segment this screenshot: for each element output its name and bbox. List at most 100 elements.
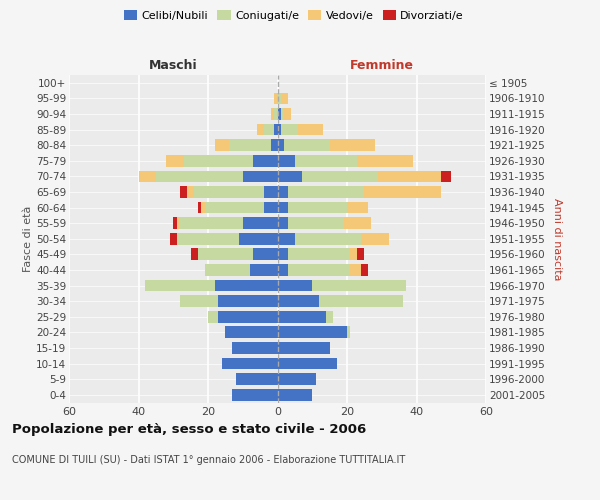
Bar	[281, 124, 298, 136]
Bar	[288, 264, 350, 276]
Bar	[263, 124, 274, 136]
Bar	[232, 389, 277, 400]
Bar	[350, 264, 361, 276]
Bar	[277, 389, 312, 400]
Bar	[274, 124, 277, 136]
Bar	[243, 218, 277, 229]
Bar	[250, 264, 277, 276]
Bar	[253, 155, 277, 166]
Bar	[350, 248, 358, 260]
Text: COMUNE DI TUILI (SU) - Dati ISTAT 1° gennaio 2006 - Elaborazione TUTTITALIA.IT: COMUNE DI TUILI (SU) - Dati ISTAT 1° gen…	[12, 455, 405, 465]
Bar	[441, 170, 451, 182]
Bar	[218, 311, 277, 322]
Bar	[277, 140, 284, 151]
Bar	[226, 326, 277, 338]
Bar	[288, 218, 344, 229]
Bar	[277, 170, 302, 182]
Bar	[347, 326, 350, 338]
Bar	[243, 170, 277, 182]
Bar	[194, 186, 263, 198]
Bar	[358, 155, 413, 166]
Bar	[139, 170, 156, 182]
Bar	[284, 108, 292, 120]
Bar	[263, 186, 277, 198]
Bar	[180, 218, 243, 229]
Bar	[295, 155, 358, 166]
Bar	[274, 108, 277, 120]
Bar	[312, 280, 406, 291]
Bar	[277, 326, 347, 338]
Bar	[329, 140, 375, 151]
Text: Maschi: Maschi	[149, 60, 197, 72]
Bar	[156, 170, 243, 182]
Bar	[347, 202, 368, 213]
Bar	[302, 170, 378, 182]
Bar	[277, 233, 295, 244]
Bar	[277, 248, 288, 260]
Bar	[284, 140, 329, 151]
Y-axis label: Anni di nascita: Anni di nascita	[552, 198, 562, 280]
Bar	[180, 186, 187, 198]
Bar	[288, 202, 347, 213]
Bar	[215, 280, 277, 291]
Bar	[277, 342, 329, 354]
Bar	[319, 296, 403, 307]
Bar	[208, 311, 218, 322]
Bar	[173, 218, 177, 229]
Text: Popolazione per età, sesso e stato civile - 2006: Popolazione per età, sesso e stato civil…	[12, 422, 366, 436]
Bar	[180, 296, 218, 307]
Bar	[201, 202, 205, 213]
Bar	[277, 296, 319, 307]
Bar	[361, 264, 368, 276]
Bar	[271, 108, 274, 120]
Bar	[277, 374, 316, 385]
Bar	[326, 311, 333, 322]
Bar	[277, 264, 288, 276]
Bar	[229, 140, 271, 151]
Bar	[277, 186, 288, 198]
Bar	[218, 296, 277, 307]
Bar	[222, 358, 277, 370]
Bar	[298, 124, 323, 136]
Bar	[205, 264, 250, 276]
Bar	[236, 374, 277, 385]
Bar	[277, 155, 295, 166]
Bar	[191, 248, 197, 260]
Bar	[277, 92, 281, 104]
Bar	[344, 218, 371, 229]
Bar	[271, 140, 277, 151]
Bar	[187, 186, 194, 198]
Bar	[277, 108, 281, 120]
Bar	[215, 140, 229, 151]
Bar	[197, 202, 201, 213]
Bar	[281, 108, 284, 120]
Bar	[145, 280, 215, 291]
Bar	[288, 186, 364, 198]
Bar	[358, 248, 364, 260]
Bar	[277, 124, 281, 136]
Bar	[277, 218, 288, 229]
Bar	[277, 358, 337, 370]
Bar	[364, 186, 441, 198]
Bar	[263, 202, 277, 213]
Bar	[288, 248, 350, 260]
Bar	[274, 92, 277, 104]
Bar	[277, 311, 326, 322]
Bar	[277, 202, 288, 213]
Bar	[361, 233, 389, 244]
Bar	[177, 218, 180, 229]
Bar	[170, 233, 177, 244]
Y-axis label: Fasce di età: Fasce di età	[23, 206, 33, 272]
Bar	[253, 248, 277, 260]
Bar	[295, 233, 361, 244]
Bar	[166, 155, 184, 166]
Text: Femmine: Femmine	[350, 60, 414, 72]
Bar	[277, 280, 312, 291]
Bar	[378, 170, 441, 182]
Bar	[257, 124, 263, 136]
Bar	[184, 155, 253, 166]
Bar	[205, 202, 263, 213]
Bar	[281, 92, 288, 104]
Bar	[232, 342, 277, 354]
Bar	[177, 233, 239, 244]
